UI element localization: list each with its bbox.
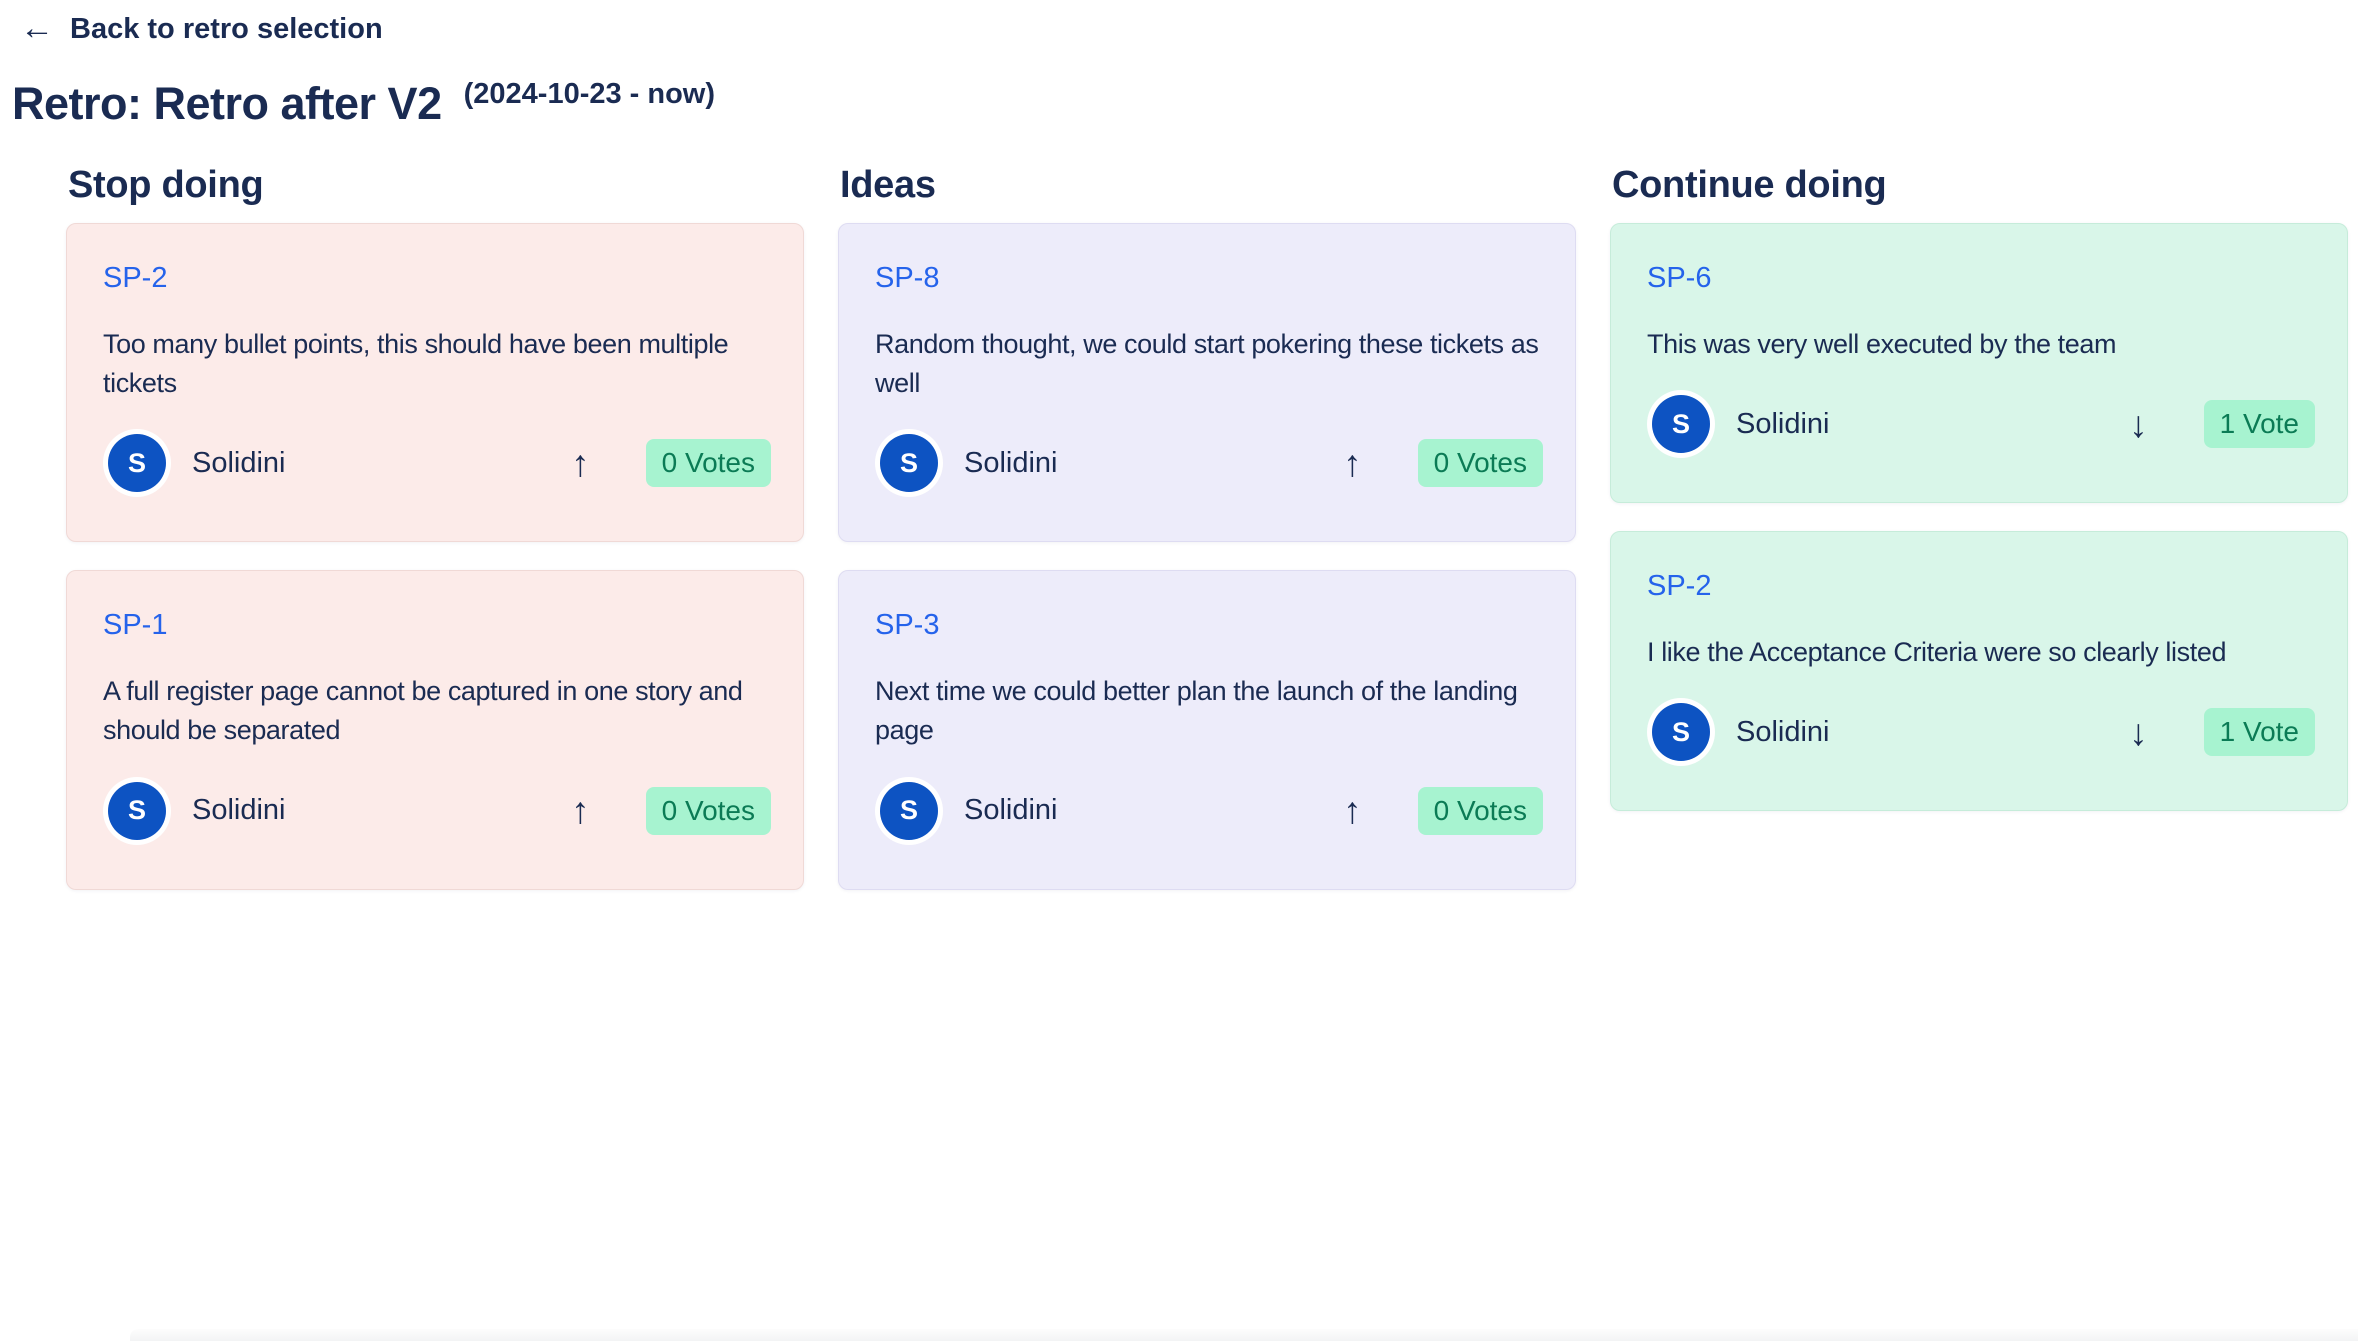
card-meta-row: S Solidini ↑ 0 Votes: [875, 777, 1543, 845]
ticket-link[interactable]: SP-8: [875, 262, 940, 294]
card-meta-row: S Solidini ↓ 1 Vote: [1647, 698, 2315, 766]
vote-controls: ↓ 1 Vote: [2129, 400, 2315, 449]
column-ideas: Ideas SP-8 Random thought, we could star…: [838, 164, 1576, 918]
retro-card: SP-2 I like the Acceptance Criteria were…: [1610, 531, 2348, 812]
votes-badge: 0 Votes: [1417, 786, 1543, 835]
avatar: S: [880, 434, 938, 493]
downvote-button[interactable]: ↓: [2129, 406, 2148, 443]
card-meta-row: S Solidini ↑ 0 Votes: [103, 777, 771, 845]
author-name: Solidini: [192, 794, 286, 827]
title-row: Retro: Retro after V2 (2024-10-23 - now): [0, 46, 2358, 130]
avatar: S: [1652, 395, 1710, 454]
header-bar: ← Back to retro selection: [0, 0, 2358, 46]
avatar: S: [1652, 703, 1710, 762]
card-text: Next time we could better plan the launc…: [875, 676, 1518, 746]
back-arrow-icon: ←: [20, 9, 54, 47]
page-title: Retro: Retro after V2 (2024-10-23 - now): [12, 78, 2358, 130]
upvote-button[interactable]: ↑: [571, 445, 590, 482]
ticket-link[interactable]: SP-3: [875, 609, 940, 642]
votes-badge: 0 Votes: [1417, 439, 1543, 488]
column-title-stop-doing: Stop doing: [68, 164, 264, 206]
avatar: S: [108, 434, 166, 493]
upvote-button[interactable]: ↑: [1343, 445, 1362, 482]
column-title-ideas: Ideas: [840, 164, 936, 206]
card-meta-row: S Solidini ↓ 1 Vote: [1647, 390, 2315, 458]
column-stop-doing: Stop doing SP-2 Too many bullet points, …: [66, 164, 804, 918]
vote-controls: ↓ 1 Vote: [2129, 708, 2315, 757]
retro-card: SP-3 Next time we could better plan the …: [838, 570, 1576, 890]
avatar: S: [880, 781, 938, 840]
avatar: S: [108, 781, 166, 840]
votes-badge: 1 Vote: [2203, 400, 2315, 449]
card-text: A full register page cannot be captured …: [103, 676, 743, 746]
card-text: Too many bullet points, this should have…: [103, 329, 729, 399]
up-arrow-icon: ↑: [1343, 442, 1362, 484]
author-name: Solidini: [964, 794, 1058, 827]
ticket-link[interactable]: SP-1: [103, 609, 168, 642]
up-arrow-icon: ↑: [571, 442, 590, 484]
author-name: Solidini: [1736, 407, 1830, 440]
horizontal-scrollbar[interactable]: [130, 1329, 2358, 1341]
up-arrow-icon: ↑: [571, 790, 590, 832]
card-text: This was very well executed by the team: [1647, 329, 2117, 359]
retro-date-range: (2024-10-23 - now): [463, 78, 716, 110]
ticket-link[interactable]: SP-6: [1647, 262, 1712, 294]
back-link-label: Back to retro selection: [70, 12, 383, 45]
vote-controls: ↑ 0 Votes: [571, 786, 771, 835]
vote-controls: ↑ 0 Votes: [571, 439, 771, 488]
ticket-link[interactable]: SP-2: [1647, 570, 1712, 603]
down-arrow-icon: ↓: [2129, 711, 2148, 753]
card-meta-row: S Solidini ↑ 0 Votes: [103, 429, 771, 497]
upvote-button[interactable]: ↑: [1343, 792, 1362, 829]
votes-badge: 0 Votes: [645, 786, 771, 835]
retro-card: SP-1 A full register page cannot be capt…: [66, 570, 804, 890]
retro-card: SP-8 Random thought, we could start poke…: [838, 223, 1576, 543]
card-meta-row: S Solidini ↑ 0 Votes: [875, 429, 1543, 497]
upvote-button[interactable]: ↑: [571, 792, 590, 829]
retro-title-text: Retro: Retro after V2: [12, 78, 442, 129]
author-name: Solidini: [1736, 715, 1830, 748]
ticket-link[interactable]: SP-2: [103, 262, 168, 294]
retro-board: Stop doing SP-2 Too many bullet points, …: [0, 130, 2358, 918]
author-name: Solidini: [192, 446, 286, 479]
vote-controls: ↑ 0 Votes: [1343, 786, 1543, 835]
column-title-continue-doing: Continue doing: [1612, 164, 1887, 206]
vote-controls: ↑ 0 Votes: [1343, 439, 1543, 488]
downvote-button[interactable]: ↓: [2129, 714, 2148, 751]
card-text: I like the Acceptance Criteria were so c…: [1647, 637, 2227, 668]
card-text: Random thought, we could start pokering …: [875, 329, 1539, 399]
down-arrow-icon: ↓: [2129, 403, 2148, 445]
votes-badge: 1 Vote: [2203, 708, 2315, 757]
retro-card: SP-2 Too many bullet points, this should…: [66, 223, 804, 543]
back-to-retro-selection-link[interactable]: ← Back to retro selection: [20, 9, 383, 47]
votes-badge: 0 Votes: [645, 439, 771, 488]
column-continue-doing: Continue doing SP-6 This was very well e…: [1610, 164, 2348, 839]
up-arrow-icon: ↑: [1343, 790, 1362, 832]
retro-card: SP-6 This was very well executed by the …: [1610, 223, 2348, 504]
author-name: Solidini: [964, 446, 1058, 479]
